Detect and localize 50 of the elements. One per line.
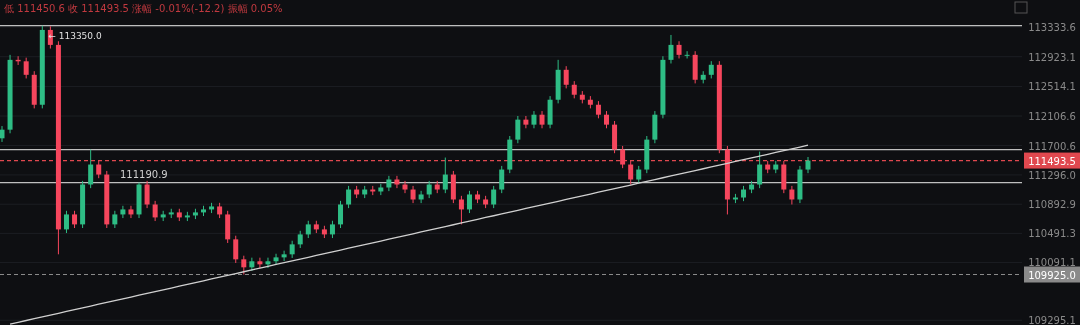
- ref-line-label: 111190.9: [120, 168, 168, 180]
- candlestick: [144, 180, 150, 209]
- candlestick: [273, 253, 279, 266]
- candlestick: [0, 125, 5, 143]
- candlestick: [466, 190, 472, 214]
- candlestick: [386, 175, 392, 192]
- candlestick: [515, 115, 521, 144]
- ref-line-label: 109925.0: [1028, 269, 1076, 281]
- candlestick: [442, 157, 448, 194]
- candlestick: [684, 50, 690, 59]
- y-tick-label: 112923.1: [1028, 51, 1076, 63]
- candlestick: [491, 185, 497, 209]
- candlestick: [346, 185, 352, 209]
- y-tick-label: 111700.6: [1028, 140, 1076, 152]
- y-tick-label: 109295.1: [1028, 315, 1076, 325]
- candlestick: [257, 257, 263, 269]
- annotation: 低 111450.6 收 111493.5 涨幅 -0.01%(-12.2) 振幅 0.05%: [4, 3, 283, 14]
- candlestick: [88, 149, 94, 189]
- y-tick-label: 112106.6: [1028, 111, 1076, 123]
- y-tick-label: 110091.1: [1028, 257, 1076, 269]
- candlestick: [241, 255, 247, 276]
- candlestick: [410, 185, 416, 204]
- y-tick-label: 110892.9: [1028, 199, 1076, 211]
- candlestick: [563, 65, 569, 89]
- line-series: [9, 144, 809, 325]
- candlestick: [418, 190, 424, 204]
- candlestick: [628, 160, 634, 186]
- candlestick: [338, 200, 344, 229]
- candlestick: [458, 195, 464, 225]
- y-tick-label: 110491.3: [1028, 228, 1076, 240]
- candlestick: [128, 205, 134, 219]
- y-tick-label: 112514.1: [1028, 81, 1076, 93]
- candlestick: [789, 185, 795, 205]
- candlestick: [265, 257, 271, 269]
- candlestick: [152, 200, 158, 222]
- candlestick: [281, 250, 287, 262]
- candlestick: [233, 235, 239, 264]
- candlestick: [757, 151, 763, 189]
- candlestick: [668, 34, 674, 64]
- candlestick: [63, 210, 69, 234]
- y-tick-label: 111296.0: [1028, 169, 1076, 181]
- candlestick: [620, 145, 626, 169]
- candlestick: [402, 180, 408, 194]
- candlestick: [523, 115, 529, 129]
- candlestick: [499, 165, 505, 194]
- candlestick: [23, 57, 29, 79]
- y-tick-label: 113333.6: [1028, 21, 1076, 33]
- candlestick: [394, 175, 400, 189]
- ref-line-label: 111493.5: [1028, 155, 1076, 167]
- candlestick: [120, 205, 126, 219]
